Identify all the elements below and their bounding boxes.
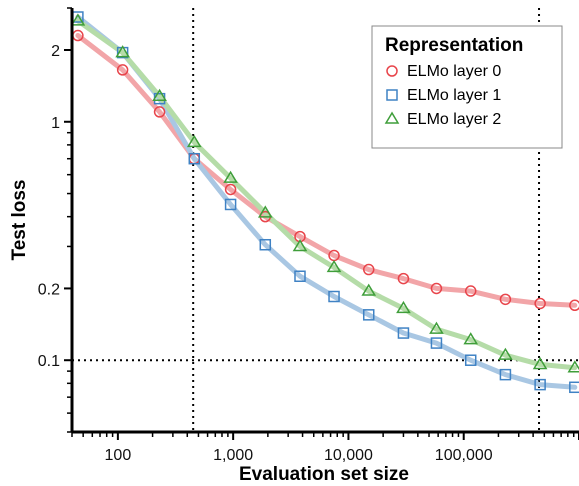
legend-items: ELMo layer 0 ELMo layer 1 ELMo layer 2: [384, 63, 501, 128]
x-tick-label: 100: [105, 447, 132, 464]
data-point: [362, 309, 375, 321]
y-tick-label: 2: [51, 43, 60, 60]
data-point: [257, 205, 273, 218]
data-point: [224, 198, 237, 211]
data-point: [429, 321, 444, 334]
series-line-2: [75, 18, 578, 371]
data-point: [328, 290, 340, 303]
reference-lines: [72, 8, 579, 432]
series-line-0: [75, 33, 578, 308]
data-point: [534, 378, 546, 391]
data-point: [152, 88, 167, 101]
data-point: [361, 283, 377, 296]
data-point: [116, 64, 129, 76]
series-line-1: [75, 14, 578, 390]
legend-label: ELMo layer 0: [407, 63, 501, 80]
legend-title: Representation: [385, 35, 523, 56]
y-tick-label: 1: [51, 115, 60, 132]
data-point: [464, 354, 477, 366]
data-point: [397, 327, 410, 339]
legend-label: ELMo layer 1: [407, 87, 501, 104]
data-point: [326, 259, 342, 273]
data-point: [499, 368, 512, 381]
data-point: [70, 13, 86, 26]
legend-marker: [384, 111, 400, 124]
series-lines: [75, 14, 578, 390]
data-point: [223, 170, 238, 183]
data-point: [430, 282, 443, 295]
data-point: [115, 45, 130, 58]
data-point: [499, 293, 512, 306]
data-point: [397, 272, 410, 285]
data-point: [567, 360, 579, 373]
data-point: [294, 270, 306, 282]
tick-labels: 100 1,000 10,000 100,000 0.1 0.2 1 2: [38, 43, 493, 464]
x-tick-label: 1,000: [213, 447, 253, 464]
x-tick-label: 100,000: [435, 447, 493, 464]
data-point: [569, 381, 579, 394]
data-point: [292, 238, 308, 252]
axes: [64, 7, 579, 440]
data-point: [569, 299, 579, 312]
legend-marker: [386, 65, 398, 77]
data-point: [188, 152, 201, 165]
y-axis-title: Test loss: [9, 180, 30, 261]
data-point: [259, 238, 272, 251]
data-point: [153, 106, 166, 118]
data-point: [463, 332, 479, 345]
series-markers: [70, 11, 579, 394]
data-point: [430, 337, 443, 349]
data-point: [534, 297, 546, 310]
data-point: [498, 347, 513, 360]
y-tick-label: 0.2: [38, 281, 60, 298]
legend-label: ELMo layer 2: [407, 111, 501, 128]
x-tick-label: 10,000: [324, 447, 373, 464]
data-point: [532, 356, 548, 370]
legend-box: [371, 25, 563, 149]
x-axis-title: Evaluation set size: [239, 464, 409, 485]
data-point: [224, 183, 237, 196]
data-point: [464, 285, 477, 297]
data-point: [396, 300, 411, 314]
y-tick-label: 0.1: [38, 353, 60, 370]
data-point: [186, 134, 202, 148]
legend-marker: [386, 89, 398, 101]
data-point: [362, 263, 375, 276]
